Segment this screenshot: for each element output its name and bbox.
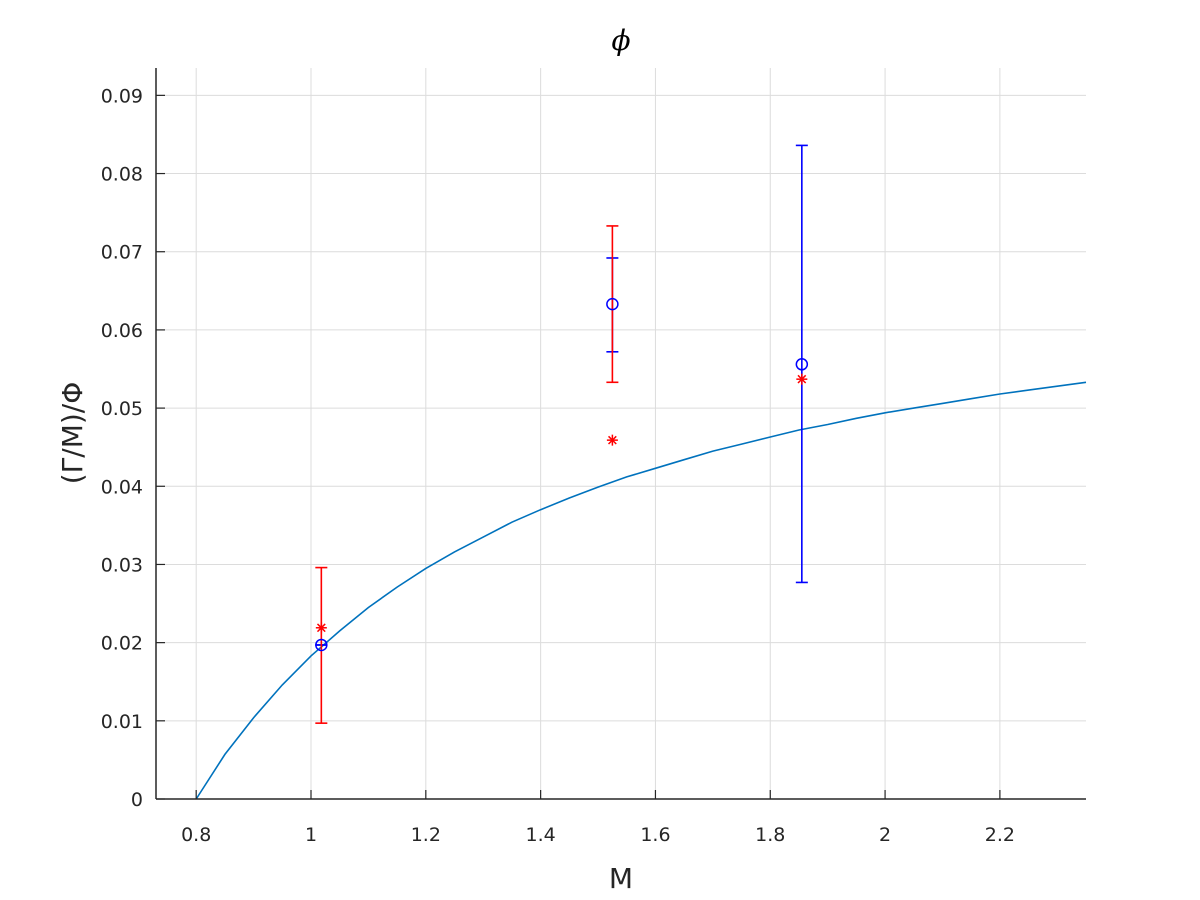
y-axis-label: (Γ/M)/Φ (56, 382, 89, 485)
x-tick-label: 2 (879, 824, 891, 846)
x-axis-label: M (609, 862, 633, 895)
tick-labels: 0.8 1 1.2 1.4 1.6 1.8 2 2.2 0 0.01 0.02 0.03 0.04 0.0… (101, 85, 1015, 846)
y-tick-label: 0.01 (101, 711, 143, 733)
x-tick-label: 1.6 (640, 824, 670, 846)
y-tick-label: 0.08 (101, 164, 143, 186)
marker-layer (315, 297, 809, 652)
y-tick-label: 0.07 (101, 242, 143, 264)
chart-title: ϕ (611, 24, 630, 57)
y-tick-label: 0 (131, 789, 143, 811)
y-tick-label: 0.06 (101, 320, 143, 342)
data-point-circle (315, 638, 328, 652)
y-tick-label: 0.05 (101, 398, 143, 420)
errorbar-layer (315, 144, 808, 724)
y-tick-label: 0.04 (101, 476, 143, 498)
x-tick-label: 1.8 (755, 824, 785, 846)
axes (155, 68, 1086, 800)
x-tick-label: 1.2 (411, 824, 441, 846)
y-tick-label: 0.02 (101, 633, 143, 655)
y-tick-label: 0.03 (101, 554, 143, 576)
data-point-circle (606, 297, 619, 311)
model-curve (195, 381, 1087, 800)
data-point-circle (795, 358, 809, 371)
x-tick-label: 1.4 (526, 824, 556, 846)
x-tick-label: 0.8 (181, 824, 211, 846)
y-tick-label: 0.09 (101, 85, 143, 107)
data-point-asterisk (606, 434, 618, 446)
x-tick-label: 1 (305, 824, 317, 846)
data-point-asterisk (315, 622, 327, 634)
model-curve-layer (195, 381, 1087, 800)
data-point-asterisk (796, 373, 808, 385)
x-tick-label: 2.2 (985, 824, 1015, 846)
axes-background (156, 68, 1086, 799)
